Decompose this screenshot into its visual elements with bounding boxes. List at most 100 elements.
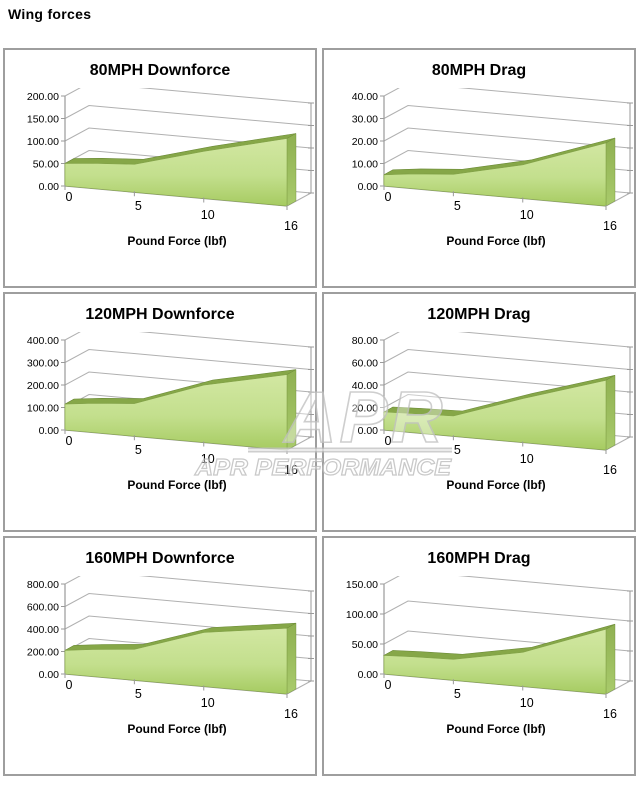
- y-tick-label: 10.00: [352, 159, 378, 171]
- x-axis-title: Pound Force (lbf): [127, 722, 227, 736]
- chart-panel-120mph-downforce: 120MPH Downforce 0.00 100.00 200.00 300.00 4…: [3, 292, 317, 532]
- gridline: [383, 576, 631, 592]
- y-tick-label: 20.00: [352, 403, 378, 415]
- area-chart-120mph-downforce: 0.00 100.00 200.00 300.00 400.00 0 5 10 16: [27, 332, 314, 477]
- y-tick-label: 200.00: [27, 647, 59, 659]
- y-tick-label: 80.00: [352, 335, 378, 347]
- x-tick-label: 16: [603, 219, 617, 233]
- x-tick-label: 10: [201, 452, 215, 466]
- area-chart-160mph-downforce: 0.00 200.00 400.00 600.00 800.00 0 5 10 16: [27, 576, 314, 721]
- gridline: [64, 348, 312, 370]
- x-tick-label: 16: [284, 463, 298, 477]
- gridline: [383, 371, 631, 393]
- y-tick-label: 800.00: [27, 579, 59, 591]
- x-tick-label: 5: [454, 199, 461, 213]
- gridline: [383, 332, 631, 348]
- y-tick-label: 50.00: [33, 159, 59, 171]
- area-chart-120mph-drag: 0.00 20.00 40.00 60.00 80.00 0 5 10 16: [352, 332, 633, 477]
- y-tick-label: 150.00: [27, 114, 59, 126]
- y-tick-label: 100.00: [27, 136, 59, 148]
- x-tick-label: 16: [603, 707, 617, 721]
- series-front-face: [64, 138, 288, 207]
- chart-panel-160mph-drag: 160MPH Drag 0.00 50.00 100.00 150.00 0 5 10 16 …: [322, 536, 636, 776]
- gridline: [383, 348, 631, 370]
- x-tick-label: 5: [135, 443, 142, 457]
- series-side-face: [286, 622, 297, 695]
- x-tick-label: 0: [66, 434, 73, 448]
- y-tick-label: 150.00: [346, 579, 378, 591]
- x-tick-label: 10: [520, 696, 534, 710]
- y-tick-label: 0.00: [39, 425, 60, 437]
- chart-title: 160MPH Drag: [427, 550, 531, 567]
- series-side-face: [605, 374, 616, 451]
- chart-panel-120mph-drag: 120MPH Drag 0.00 20.00 40.00 60.00 80.00 0 5 10…: [322, 292, 636, 532]
- x-tick-label: 10: [520, 452, 534, 466]
- y-tick-label: 0.00: [39, 181, 60, 193]
- chart-panel-80mph-drag: 80MPH Drag 0.00 10.00 20.00 30.00 40.00 0 5 10 1…: [322, 48, 636, 288]
- x-tick-label: 0: [385, 434, 392, 448]
- y-tick-label: 600.00: [27, 602, 59, 614]
- x-tick-label: 5: [135, 199, 142, 213]
- gridline: [64, 104, 312, 126]
- series-front-face: [383, 379, 607, 451]
- x-tick-label: 0: [66, 678, 73, 692]
- x-tick-label: 0: [385, 678, 392, 692]
- y-tick-label: 50.00: [352, 639, 378, 651]
- x-axis-title: Pound Force (lbf): [446, 478, 546, 492]
- series-side-face: [286, 369, 297, 451]
- gridline: [64, 127, 312, 149]
- y-tick-label: 40.00: [352, 380, 378, 392]
- gridline: [383, 600, 631, 622]
- x-axis-title: Pound Force (lbf): [127, 478, 227, 492]
- gridline: [64, 88, 312, 104]
- chart-title: 120MPH Drag: [427, 306, 531, 323]
- x-axis-title: Pound Force (lbf): [446, 234, 546, 248]
- gridline: [383, 127, 631, 149]
- x-tick-label: 16: [603, 463, 617, 477]
- y-tick-label: 400.00: [27, 624, 59, 636]
- x-axis-title: Pound Force (lbf): [127, 234, 227, 248]
- area-chart-80mph-drag: 0.00 10.00 20.00 30.00 40.00 0 5 10 16: [352, 88, 633, 233]
- y-tick-label: 60.00: [352, 358, 378, 370]
- y-tick-label: 200.00: [27, 380, 59, 392]
- area-chart-160mph-drag: 0.00 50.00 100.00 150.00 0 5 10 16: [346, 576, 633, 721]
- x-tick-label: 5: [454, 443, 461, 457]
- x-tick-label: 16: [284, 219, 298, 233]
- y-tick-label: 100.00: [27, 403, 59, 415]
- page-title: Wing forces: [8, 6, 92, 22]
- charts-grid: 80MPH Downforce 0.00 50.00 100.00 150.00 200…: [3, 48, 636, 776]
- x-tick-label: 10: [201, 696, 215, 710]
- x-tick-label: 5: [454, 687, 461, 701]
- chart-panel-80mph-downforce: 80MPH Downforce 0.00 50.00 100.00 150.00 200…: [3, 48, 317, 288]
- x-tick-label: 16: [284, 707, 298, 721]
- x-tick-label: 0: [66, 190, 73, 204]
- gridline: [383, 104, 631, 126]
- y-tick-label: 20.00: [352, 136, 378, 148]
- y-tick-label: 40.00: [352, 91, 378, 103]
- area-chart-80mph-downforce: 0.00 50.00 100.00 150.00 200.00 0 5 10 16: [27, 88, 314, 233]
- x-tick-label: 10: [520, 208, 534, 222]
- chart-panel-160mph-downforce: 160MPH Downforce 0.00 200.00 400.00 600.00 8…: [3, 536, 317, 776]
- gridline: [64, 576, 312, 592]
- y-tick-label: 0.00: [39, 669, 60, 681]
- gridline: [64, 332, 312, 348]
- y-tick-label: 400.00: [27, 335, 59, 347]
- chart-title: 120MPH Downforce: [85, 306, 235, 323]
- y-tick-label: 0.00: [358, 669, 379, 681]
- y-tick-label: 300.00: [27, 358, 59, 370]
- y-tick-label: 100.00: [346, 609, 378, 621]
- x-tick-label: 0: [385, 190, 392, 204]
- x-tick-label: 10: [201, 208, 215, 222]
- x-axis-title: Pound Force (lbf): [446, 722, 546, 736]
- y-tick-label: 30.00: [352, 114, 378, 126]
- chart-title: 80MPH Downforce: [89, 62, 231, 79]
- series-side-face: [605, 137, 616, 207]
- series-side-face: [286, 133, 297, 207]
- chart-title: 160MPH Downforce: [85, 550, 235, 567]
- series-front-face: [64, 374, 288, 451]
- x-tick-label: 5: [135, 687, 142, 701]
- chart-title: 80MPH Drag: [431, 62, 527, 79]
- series-side-face: [605, 623, 616, 695]
- y-tick-label: 0.00: [358, 181, 379, 193]
- gridline: [64, 592, 312, 614]
